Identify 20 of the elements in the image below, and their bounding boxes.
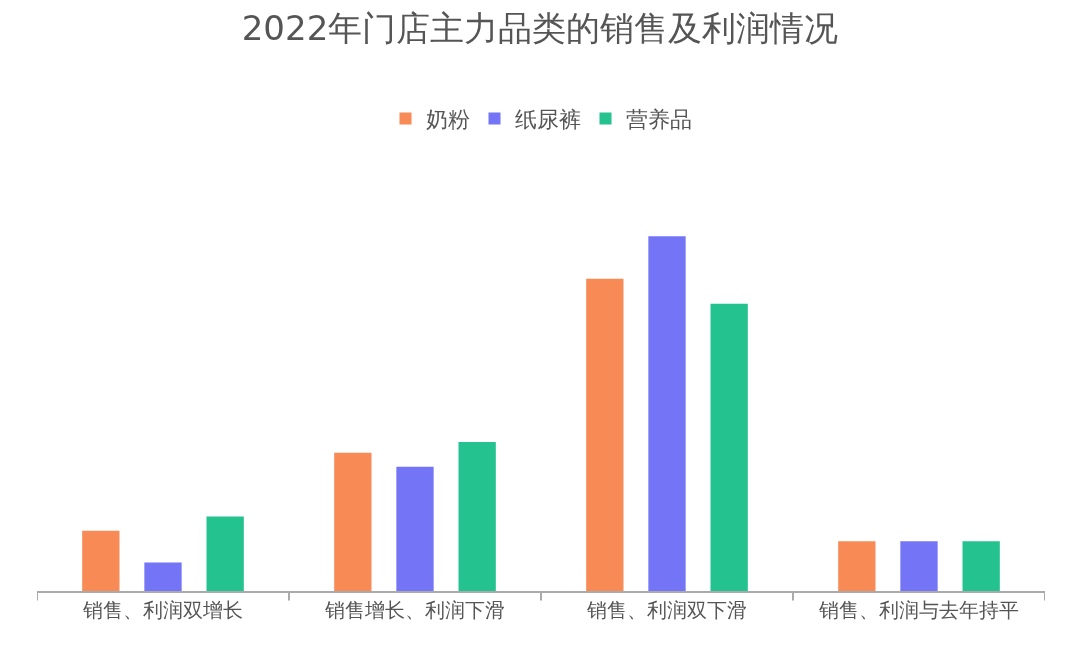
legend-label: 纸尿裤 bbox=[514, 107, 581, 133]
chart-title: 2022年门店主力品类的销售及利润情况 bbox=[241, 8, 839, 49]
bar bbox=[334, 452, 372, 591]
x-tick-label: 销售增长、利润下滑 bbox=[324, 598, 505, 622]
bar bbox=[144, 562, 182, 591]
legend-label: 奶粉 bbox=[425, 107, 470, 133]
bar bbox=[648, 236, 686, 591]
bar bbox=[206, 516, 244, 591]
bar bbox=[458, 442, 496, 591]
x-tick-label: 销售、利润双增长 bbox=[82, 598, 243, 622]
bar bbox=[900, 541, 938, 591]
bar bbox=[396, 466, 434, 591]
bar bbox=[82, 530, 120, 591]
x-tick-label: 销售、利润双下滑 bbox=[586, 598, 747, 622]
bar bbox=[710, 303, 748, 591]
legend-label: 营养品 bbox=[625, 107, 692, 133]
bar bbox=[838, 541, 876, 591]
bar bbox=[586, 278, 624, 591]
bar bbox=[962, 541, 1000, 591]
x-tick-label: 销售、利润与去年持平 bbox=[818, 598, 1019, 622]
